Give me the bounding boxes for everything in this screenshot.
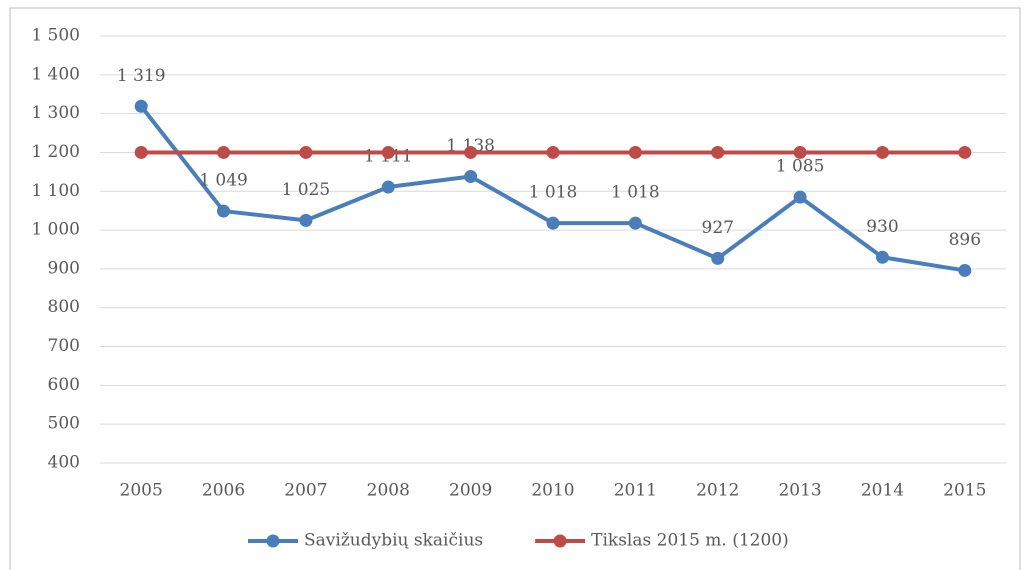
data-label: 1 049 [199, 171, 248, 191]
data-label: 1 018 [529, 183, 578, 203]
data-point [381, 145, 395, 159]
data-label: 1 018 [611, 183, 660, 203]
data-point [793, 190, 807, 204]
y-tick-label: 900 [48, 258, 80, 278]
x-tick-label: 2006 [202, 481, 245, 501]
legend-marker [266, 534, 280, 548]
data-point [464, 170, 478, 184]
data-point [793, 145, 807, 159]
x-tick-label: 2007 [284, 481, 327, 501]
data-point [711, 145, 725, 159]
x-tick-label: 2011 [614, 481, 657, 501]
data-point [628, 216, 642, 230]
data-point [628, 145, 642, 159]
data-label: 927 [702, 218, 734, 238]
y-tick-label: 400 [48, 453, 80, 473]
y-tick-label: 1 200 [31, 142, 80, 162]
data-point [134, 99, 148, 113]
data-point [299, 213, 313, 227]
data-point [546, 216, 560, 230]
data-point [464, 145, 478, 159]
data-point [875, 145, 889, 159]
data-point [875, 250, 889, 264]
legend-label: Tikslas 2015 m. (1200) [591, 531, 789, 551]
legend-label: Savižudybių skaičius [304, 531, 483, 551]
y-tick-label: 1 400 [31, 64, 80, 84]
data-point [217, 204, 231, 218]
data-point [134, 145, 148, 159]
data-point [958, 263, 972, 277]
data-label: 1 085 [776, 157, 825, 177]
data-point [711, 251, 725, 265]
data-label: 1 319 [117, 66, 166, 86]
data-point [546, 145, 560, 159]
x-tick-label: 2012 [696, 481, 739, 501]
data-point [381, 180, 395, 194]
x-tick-label: 2005 [120, 481, 163, 501]
x-tick-label: 2014 [861, 481, 904, 501]
y-tick-label: 1 300 [31, 103, 80, 123]
x-tick-label: 2008 [367, 481, 410, 501]
y-tick-label: 1 000 [31, 220, 80, 240]
data-label: 896 [949, 230, 981, 250]
chart-frame [9, 7, 1021, 570]
x-tick-label: 2015 [943, 481, 986, 501]
x-tick-label: 2009 [449, 481, 492, 501]
data-point [299, 145, 313, 159]
data-point [958, 145, 972, 159]
y-tick-label: 800 [48, 297, 80, 317]
y-tick-label: 1 500 [31, 26, 80, 46]
y-tick-label: 600 [48, 375, 80, 395]
y-tick-label: 700 [48, 336, 80, 356]
legend-marker [553, 534, 567, 548]
y-tick-label: 1 100 [31, 181, 80, 201]
data-label: 1 025 [282, 180, 331, 200]
x-tick-label: 2010 [531, 481, 574, 501]
x-tick-label: 2013 [778, 481, 821, 501]
data-point [217, 145, 231, 159]
data-label: 930 [866, 217, 898, 237]
y-tick-label: 500 [48, 414, 80, 434]
